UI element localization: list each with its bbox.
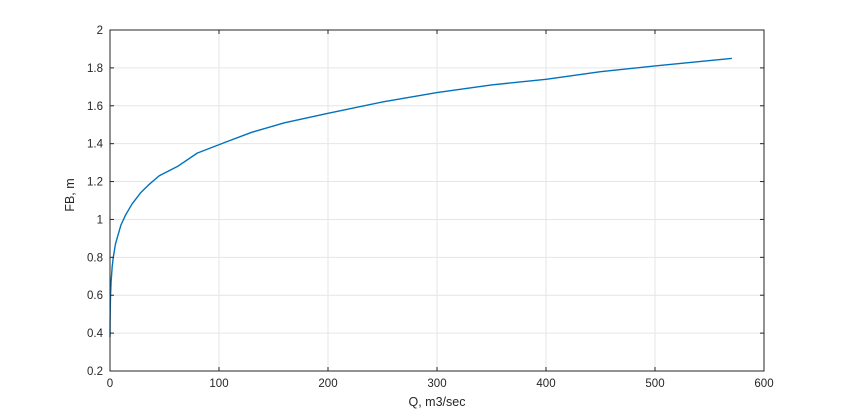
- y-tick-label: 2: [97, 25, 103, 37]
- y-axis-label: FB, m: [63, 178, 77, 212]
- y-tick-label: 1.6: [87, 101, 103, 113]
- y-tick-labels: 0.2 0.4 0.6 0.8 1 1.2 1.4 1.6 1.8 2: [87, 25, 104, 378]
- y-tick-label: 0.4: [87, 328, 104, 340]
- y-tick-label: 0.8: [87, 252, 103, 264]
- x-tick-labels: 0 100 200 300 400 500 600: [107, 378, 774, 390]
- x-tick-label: 100: [209, 378, 228, 390]
- y-tick-label: 1.2: [87, 177, 103, 189]
- y-tick-label: 0.2: [87, 366, 103, 378]
- x-tick-label: 200: [318, 378, 337, 390]
- tick-marks: [109, 29, 765, 372]
- data-line: [109, 57, 732, 338]
- y-tick-label: 1.8: [87, 63, 103, 75]
- x-tick-label: 500: [645, 378, 664, 390]
- y-tick-label: 1.4: [87, 139, 104, 151]
- x-tick-label: 300: [427, 378, 446, 390]
- x-tick-label: 0: [107, 378, 113, 390]
- y-tick-label: 1: [97, 214, 103, 226]
- gridlines: [110, 30, 764, 371]
- x-tick-label: 600: [754, 378, 773, 390]
- x-axis-label: Q, m3/sec: [408, 395, 466, 409]
- y-tick-label: 0.6: [87, 290, 103, 302]
- x-tick-label: 400: [536, 378, 555, 390]
